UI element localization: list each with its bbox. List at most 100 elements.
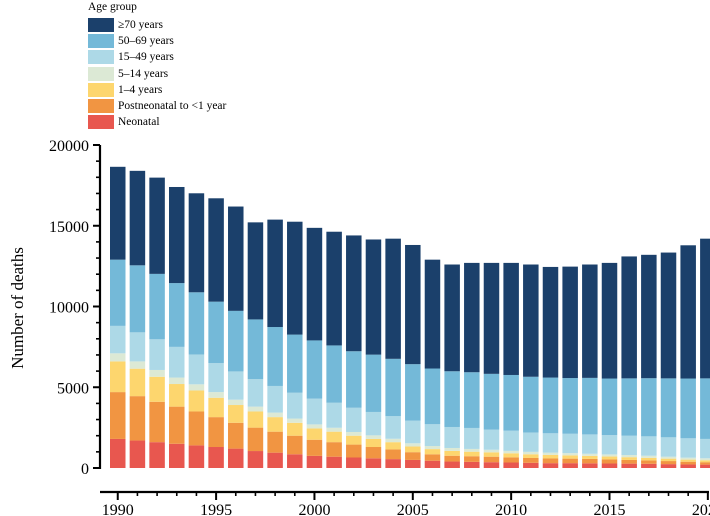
bar-segment <box>306 340 323 399</box>
bar-segment <box>267 431 283 453</box>
bar-segment <box>542 377 559 434</box>
bar-segment <box>208 363 224 393</box>
legend-label-50-69: 50–69 years <box>118 35 174 48</box>
bar-segment <box>129 396 146 441</box>
bar-segment <box>326 456 342 468</box>
bar-segment <box>621 435 637 456</box>
bar-segment <box>680 459 696 462</box>
bar-segment <box>444 426 460 448</box>
bar-segment <box>444 371 460 427</box>
bar-segment <box>110 325 126 354</box>
bar-segment <box>326 442 342 457</box>
bar-segment <box>188 354 205 385</box>
bar-segment <box>306 227 323 341</box>
legend-item-15-49: 15–49 years <box>88 50 226 65</box>
bar-segment <box>621 256 637 379</box>
x-tick-label: 2020 <box>692 502 710 516</box>
bar-segment <box>542 452 559 455</box>
bar-segment <box>149 273 165 340</box>
legend-label-1-4: 1–4 years <box>118 83 163 96</box>
legend-swatch-neonatal <box>88 115 114 130</box>
bar-segment <box>621 459 637 464</box>
bar-segment <box>562 463 578 468</box>
bar-segment <box>208 392 224 398</box>
bar-segment <box>464 372 480 428</box>
bar-segment <box>562 453 578 456</box>
bar-segment <box>365 438 382 448</box>
legend-label-70-plus: ≥70 years <box>118 19 163 31</box>
bar-segment <box>208 447 224 468</box>
bar-segment <box>287 422 303 436</box>
bar-segment <box>523 432 539 452</box>
bar-segment <box>503 450 519 454</box>
legend-swatch-70-plus <box>88 18 114 32</box>
y-tick-label: 15000 <box>49 219 89 236</box>
bar-segment <box>169 283 185 347</box>
legend-title: Age group <box>88 1 137 13</box>
bar-segment <box>169 377 185 385</box>
bar-segment <box>464 427 480 449</box>
legend-swatch-postneonatal <box>88 98 114 113</box>
bar-segment <box>641 254 657 379</box>
bar-segment <box>129 332 146 362</box>
bar-segment <box>346 457 362 468</box>
bar-segment <box>424 259 441 369</box>
bar-segment <box>523 457 539 463</box>
bar-segment <box>424 454 441 461</box>
legend-item-neonatal: Neonatal <box>88 115 226 130</box>
bar-segment <box>483 429 500 450</box>
legend-item-5-14: 5–14 years <box>88 66 226 81</box>
bar-segment <box>149 376 165 402</box>
bar-segment <box>582 453 598 456</box>
bar-segment <box>680 378 696 439</box>
bar-segment <box>660 464 677 468</box>
bar-segment <box>601 463 618 468</box>
bar-segment <box>169 384 185 407</box>
bar-segment <box>562 433 578 454</box>
bar-segment <box>188 292 205 355</box>
bar-segment <box>346 235 362 352</box>
bar-segment <box>385 416 401 439</box>
bar-segment <box>287 392 303 419</box>
bar-segment <box>385 358 401 417</box>
x-tick-label: 2005 <box>397 502 429 516</box>
bar-segment <box>287 334 303 393</box>
y-tick-label: 0 <box>81 461 89 478</box>
bar-segment <box>267 327 283 386</box>
bar-segment <box>228 448 244 468</box>
bar-segment <box>700 238 710 379</box>
y-tick-label: 10000 <box>49 300 89 317</box>
bar-segment <box>306 439 323 456</box>
bar-segment <box>208 417 224 448</box>
bar-segment <box>149 401 165 443</box>
bar-segment <box>247 427 264 452</box>
bar-segment <box>542 458 559 464</box>
bar-segment <box>247 406 264 412</box>
bar-segment <box>149 177 165 274</box>
bar-segment <box>405 446 421 453</box>
bar-segment <box>680 461 696 465</box>
bar-segment <box>405 420 421 444</box>
bar-segment <box>365 435 382 439</box>
bar-segment <box>523 462 539 468</box>
bar-segment <box>582 377 598 435</box>
bar-segment <box>149 442 165 468</box>
bar-segment <box>523 264 539 377</box>
bar-segment <box>601 454 618 457</box>
bar-segment <box>542 454 559 459</box>
bar-segment <box>287 454 303 468</box>
bar-segment <box>169 186 185 284</box>
bar-segment <box>365 239 382 355</box>
bar-segment <box>523 451 539 455</box>
bar-segment <box>247 319 264 380</box>
bar-segment <box>405 459 421 468</box>
bar-segment <box>247 222 264 320</box>
bar-segment <box>464 451 480 457</box>
bar-segment <box>326 427 342 432</box>
bar-segment <box>326 345 342 403</box>
bar-segment <box>110 353 126 362</box>
legend-label-5-14: 5–14 years <box>118 67 169 80</box>
bar-segment <box>503 430 519 451</box>
bar-segment <box>483 262 500 374</box>
bar-segment <box>621 457 637 460</box>
